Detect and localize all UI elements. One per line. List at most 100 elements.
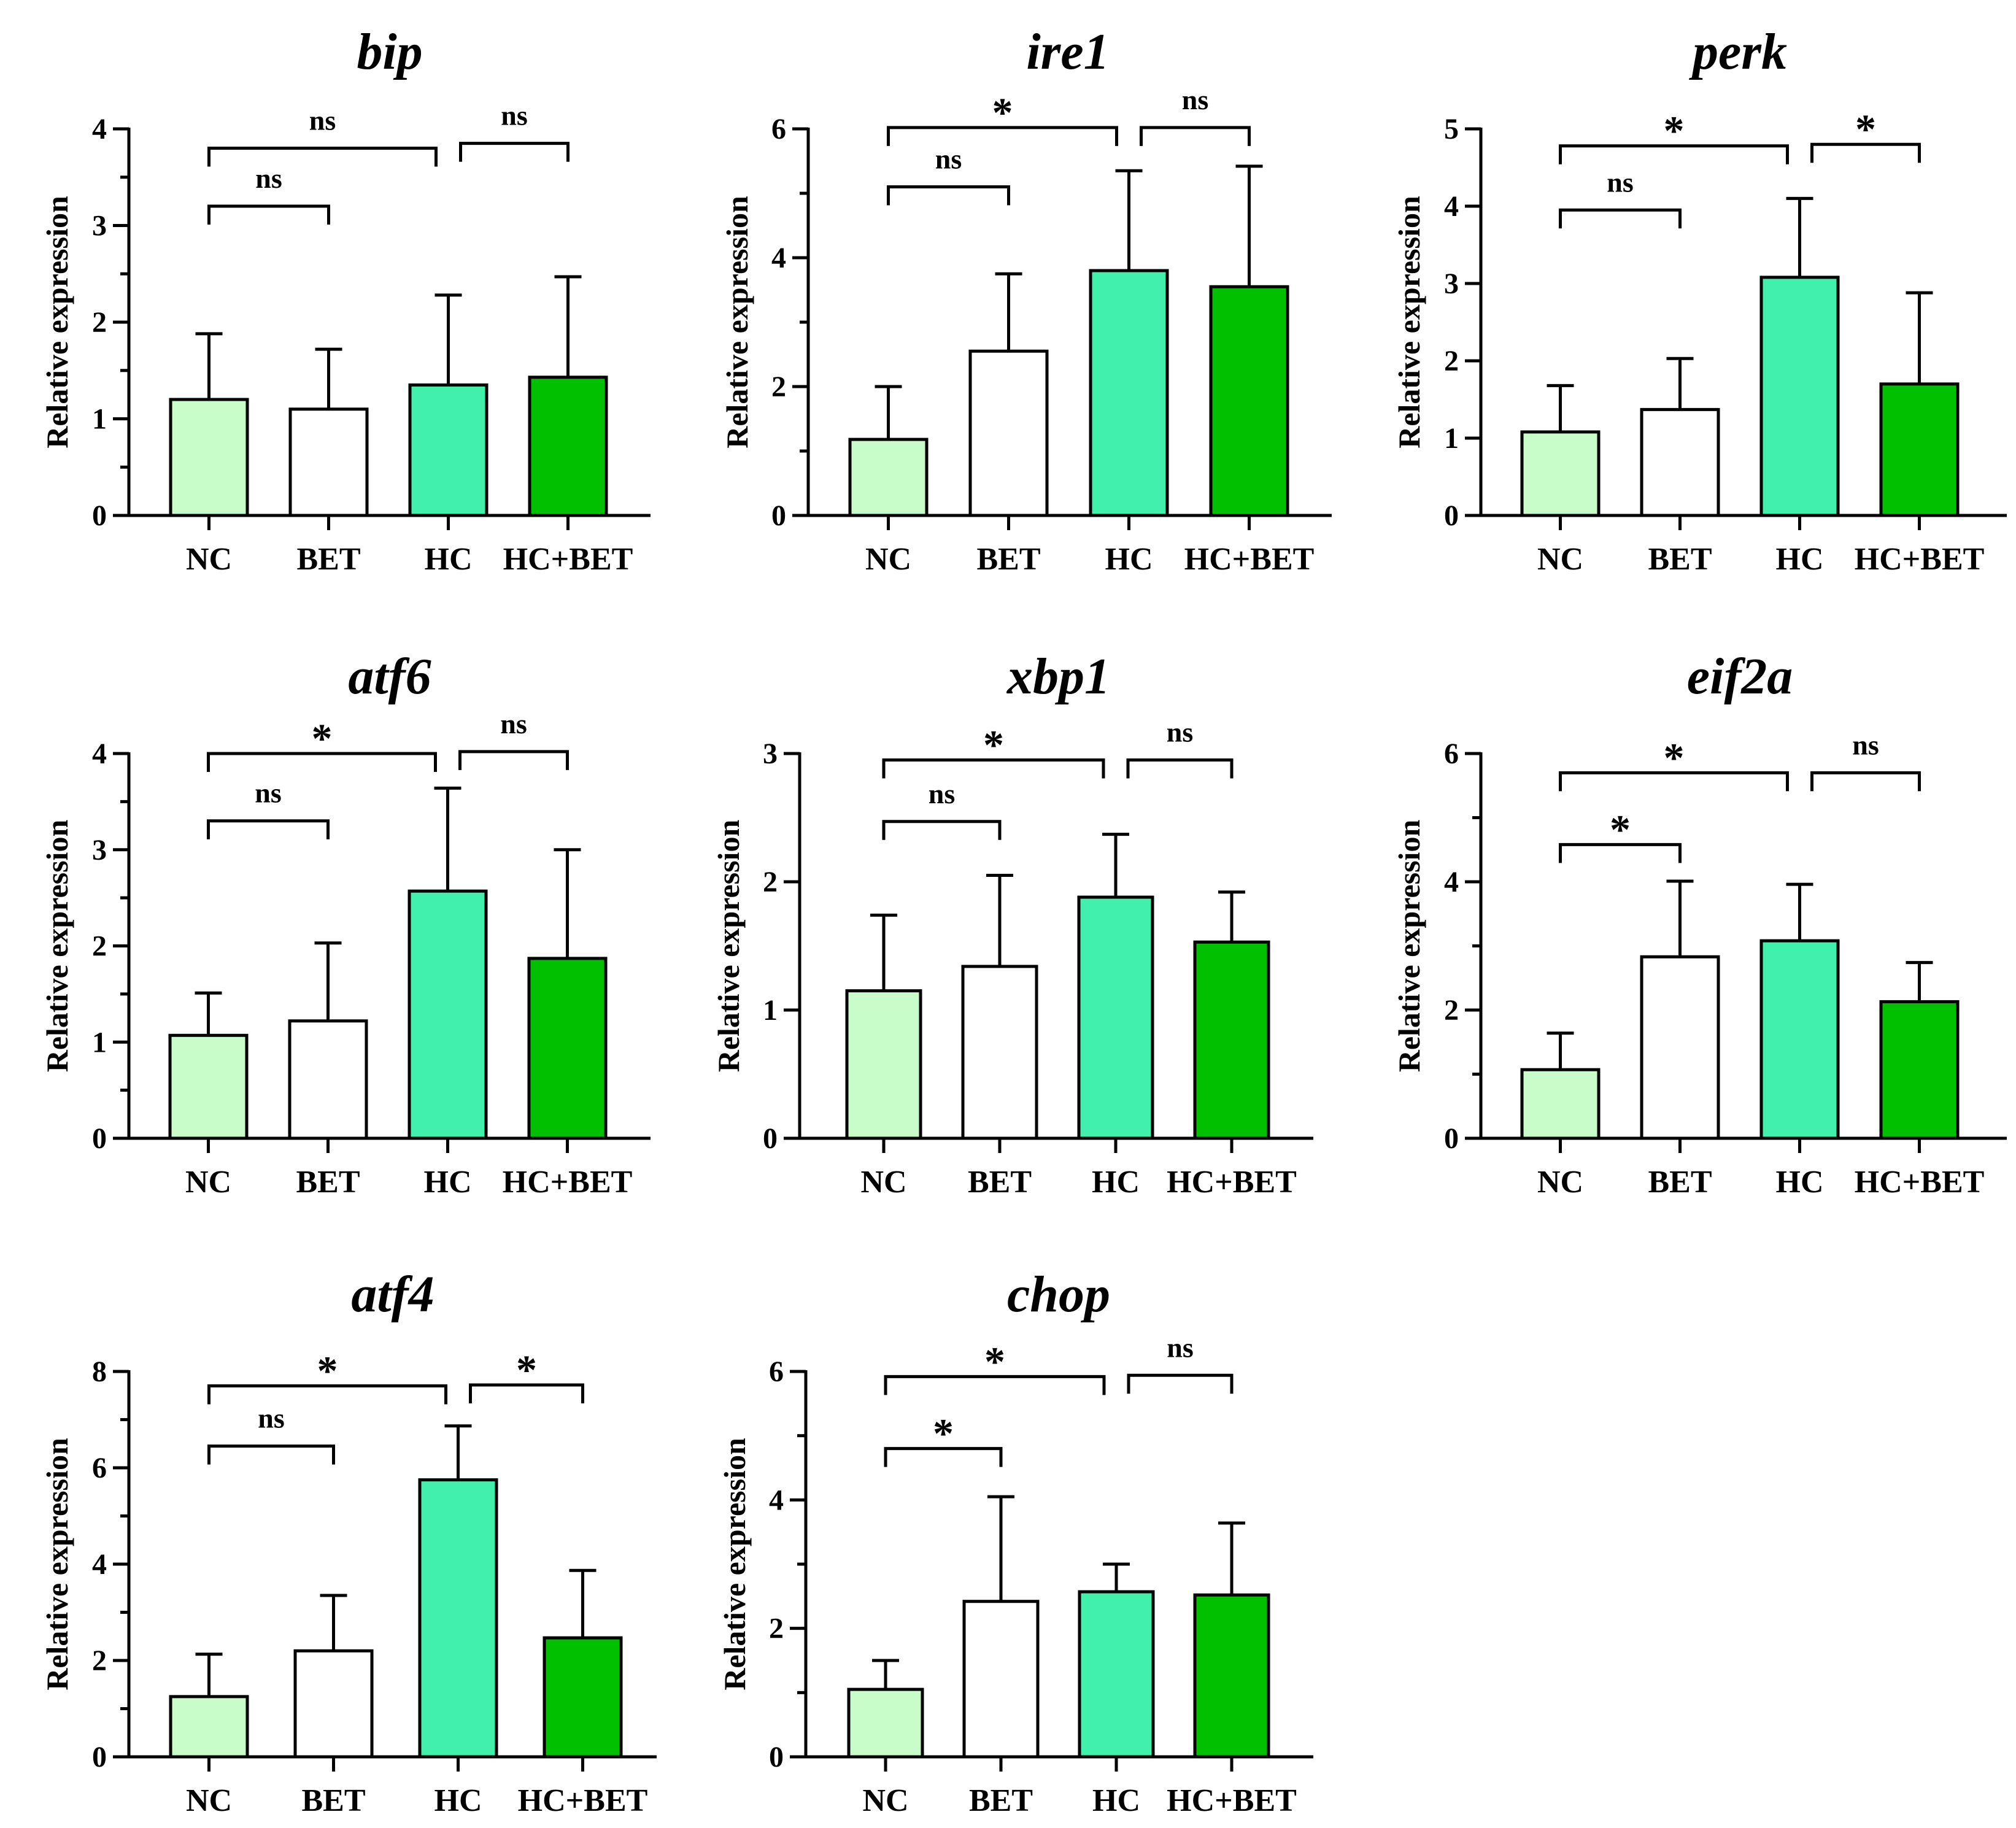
- significance-bracket: [887, 185, 1010, 206]
- significance-bracket: [207, 204, 330, 225]
- y-tick-label: 1: [1444, 422, 1459, 455]
- y-tick-label: 4: [1444, 190, 1459, 223]
- bar-hc: [1077, 895, 1154, 1140]
- y-tick-label: 3: [92, 834, 107, 866]
- significance-label: *: [933, 1410, 954, 1457]
- x-category-label: NC: [186, 1783, 232, 1818]
- chart-title: perk: [1689, 23, 1787, 80]
- significance-label: *: [1610, 806, 1631, 852]
- significance-label: ns: [309, 105, 336, 136]
- x-category-label: NC: [860, 1165, 906, 1200]
- y-tick-label: 0: [771, 499, 786, 532]
- x-category-label: BET: [968, 1165, 1032, 1200]
- x-category-label: BET: [296, 1165, 360, 1200]
- bar-bet: [288, 407, 369, 517]
- y-tick-label: 5: [1444, 113, 1459, 145]
- bar-nc: [1520, 430, 1601, 517]
- significance-label: *: [1664, 734, 1685, 781]
- significance-bracket: [1140, 126, 1251, 146]
- x-category-label: NC: [1537, 542, 1583, 577]
- bar-hc: [1759, 276, 1840, 517]
- chart-title: atf6: [348, 648, 431, 705]
- y-axis-label: Relative expression: [1392, 820, 1426, 1073]
- bar-hc-plus-bet: [543, 1636, 623, 1759]
- x-category-label: BET: [296, 542, 360, 577]
- y-axis-label: Relative expression: [711, 820, 746, 1073]
- x-category-label: HC: [1776, 542, 1824, 577]
- significance-label: ns: [935, 144, 962, 175]
- y-tick-label: 4: [769, 1484, 784, 1516]
- significance-label: *: [992, 89, 1013, 136]
- x-category-label: NC: [865, 542, 911, 577]
- bar-bet: [1640, 407, 1720, 517]
- chart-panel-chop: chop Relative expression 0 2 4 6 NC BET HC HC+BET…: [717, 1266, 1313, 1818]
- bar-nc: [848, 438, 929, 517]
- chart-title: xbp1: [1006, 648, 1110, 705]
- x-category-label: NC: [1537, 1165, 1583, 1200]
- bar-hc: [1089, 269, 1169, 517]
- y-tick-label: 2: [92, 1645, 107, 1677]
- x-category-label: HC: [1092, 1783, 1140, 1818]
- y-tick-label: 2: [92, 306, 107, 339]
- bar-hc-plus-bet: [1193, 1593, 1270, 1759]
- significance-bracket: [1559, 208, 1682, 229]
- x-category-label: HC: [425, 542, 473, 577]
- bar-bet: [968, 349, 1049, 517]
- y-tick-label: 4: [92, 738, 107, 770]
- significance-bracket: [882, 758, 1105, 779]
- significance-label: ns: [255, 163, 282, 194]
- x-category-label: NC: [186, 542, 232, 577]
- significance-label: ns: [500, 708, 527, 739]
- y-tick-label: 3: [92, 210, 107, 242]
- significance-label: *: [1855, 106, 1876, 152]
- significance-bracket: [1559, 771, 1789, 792]
- significance-bracket: [1810, 771, 1921, 792]
- significance-bracket: [207, 147, 438, 167]
- chart-panel-atf4: atf4 Relative expression 0 2 4 6 8 NC BET HC HC+BE…: [40, 1266, 657, 1818]
- y-tick-label: 3: [1444, 268, 1459, 300]
- x-category-label: BET: [301, 1783, 365, 1818]
- chart-title: bip: [357, 23, 422, 80]
- significance-bracket: [884, 1447, 1003, 1467]
- y-axis-label: Relative expression: [40, 820, 74, 1073]
- x-category-label: HC: [434, 1783, 482, 1818]
- y-tick-label: 4: [92, 1548, 107, 1581]
- significance-bracket: [887, 126, 1118, 146]
- x-category-label: HC+BET: [1855, 542, 1985, 577]
- y-tick-label: 0: [769, 1741, 784, 1773]
- x-category-label: BET: [1648, 1165, 1712, 1200]
- y-tick-label: 2: [1444, 345, 1459, 377]
- significance-bracket: [1559, 144, 1789, 164]
- x-category-label: HC+BET: [1167, 1165, 1297, 1200]
- chart-title: atf4: [351, 1266, 434, 1323]
- y-tick-label: 1: [92, 1026, 107, 1059]
- y-tick-label: 8: [92, 1356, 107, 1388]
- y-tick-label: 2: [1444, 994, 1459, 1027]
- y-tick-label: 1: [92, 403, 107, 436]
- bar-bet: [1640, 955, 1720, 1140]
- significance-label: ns: [1182, 84, 1208, 115]
- x-category-label: HC: [424, 1165, 472, 1200]
- significance-bracket: [459, 142, 570, 162]
- chart-title: eif2a: [1687, 648, 1793, 705]
- bar-hc-plus-bet: [527, 957, 608, 1140]
- significance-label: ns: [258, 1403, 284, 1434]
- significance-bracket: [469, 1383, 584, 1403]
- y-tick-label: 6: [771, 113, 786, 145]
- bar-bet: [961, 965, 1038, 1140]
- y-axis-label: Relative expression: [717, 1438, 752, 1691]
- x-category-label: HC: [1092, 1165, 1140, 1200]
- significance-bracket: [207, 819, 330, 839]
- bar-nc: [847, 1687, 924, 1759]
- y-axis-label: Relative expression: [40, 1438, 74, 1691]
- y-axis-label: Relative expression: [720, 196, 754, 449]
- x-category-label: HC: [1105, 542, 1153, 577]
- y-tick-label: 0: [1444, 499, 1459, 532]
- bar-hc: [418, 1478, 498, 1759]
- y-tick-label: 0: [1444, 1122, 1459, 1155]
- x-category-label: HC+BET: [1167, 1783, 1297, 1818]
- significance-bracket: [458, 750, 569, 770]
- significance-label: ns: [1167, 716, 1193, 747]
- significance-label: *: [984, 1338, 1005, 1384]
- chart-panel-eif2a: eif2a Relative expression 0 2 4 6 NC BET HC HC+BE…: [1392, 648, 2007, 1200]
